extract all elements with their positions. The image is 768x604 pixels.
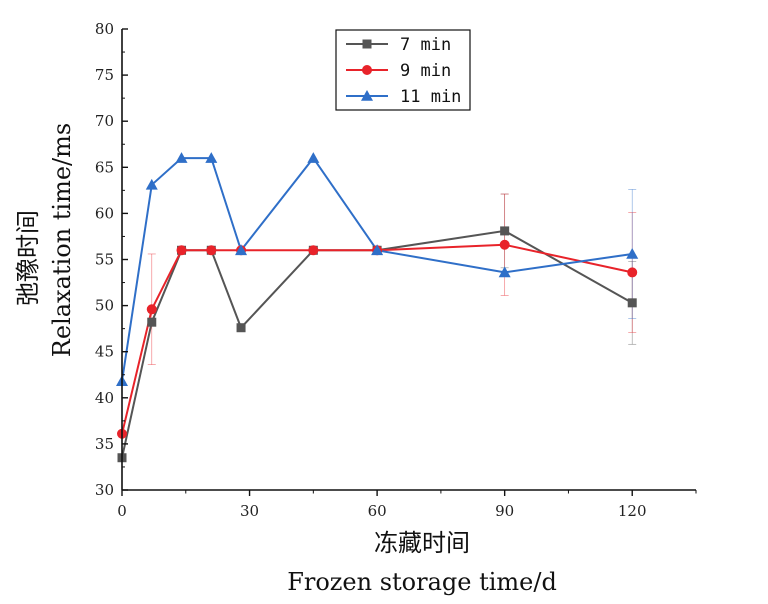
y-tick-label: 55 [95, 251, 114, 269]
y-tick-label: 45 [95, 343, 114, 361]
y-axis-title-cn: 弛豫时间 [14, 210, 42, 306]
legend: 7 min 9 min 11 min [335, 29, 471, 111]
data-point [499, 239, 510, 250]
y-tick-label: 65 [95, 158, 114, 176]
y-tick-label: 35 [95, 435, 114, 453]
legend-label: 9 min [400, 61, 451, 81]
data-point [627, 298, 637, 308]
data-point [626, 247, 639, 259]
data-point [500, 226, 510, 236]
data-point [627, 267, 638, 278]
series-lines [121, 156, 633, 458]
y-tick-label: 70 [95, 112, 114, 130]
y-tick-label: 75 [95, 66, 114, 84]
data-point [235, 244, 248, 256]
legend-marker [362, 39, 372, 49]
data-point [498, 266, 511, 278]
data-point [236, 323, 246, 333]
data-point [176, 245, 187, 256]
legend-marker [361, 90, 373, 101]
y-axis-title: Relaxation time/ms [48, 123, 76, 357]
legend-label: 7 min [400, 35, 451, 55]
data-point [205, 152, 218, 163]
x-tick-label: 60 [368, 502, 387, 520]
axes [121, 28, 697, 496]
series-line [121, 156, 633, 382]
data-point [308, 245, 319, 256]
x-axis-title-cn: 冻藏时间 [374, 529, 470, 557]
data-point [307, 152, 320, 163]
x-tick-label: 0 [117, 502, 127, 520]
data-point [371, 244, 384, 256]
x-tick-label: 30 [240, 502, 259, 520]
y-tick-label: 80 [95, 20, 114, 38]
y-tick-label: 40 [95, 389, 114, 407]
series-line [121, 243, 633, 434]
legend-marker [362, 65, 372, 75]
series-markers [116, 152, 639, 463]
data-point [146, 304, 157, 315]
data-point [206, 245, 217, 256]
y-tick-label: 50 [95, 297, 114, 315]
y-tick-label: 60 [95, 204, 114, 222]
x-tick-label: 90 [495, 502, 514, 520]
y-tick-label: 30 [95, 481, 114, 499]
x-axis-title: Frozen storage time/d [287, 568, 557, 596]
x-tick-label: 120 [618, 502, 647, 520]
legend-label: 11 min [400, 87, 461, 107]
data-point [145, 178, 158, 190]
data-point [147, 317, 157, 327]
data-point [175, 152, 188, 163]
